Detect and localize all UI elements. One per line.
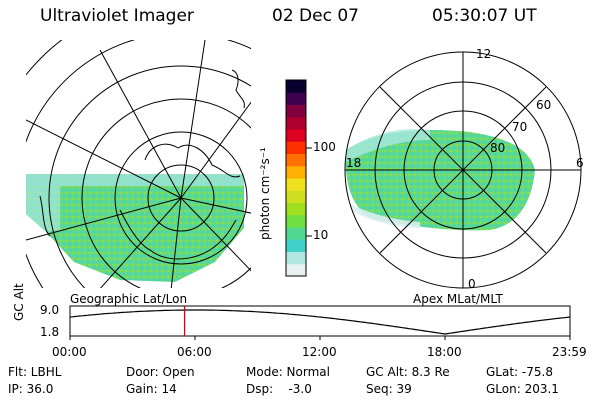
filter-info: Flt: LBHL (8, 365, 62, 379)
colorbar-band (286, 116, 306, 130)
app-title: Ultraviolet Imager (40, 6, 194, 26)
colorbar-tick-10: 10 (313, 228, 329, 242)
colorbar-band (286, 165, 306, 179)
time-tick-4: 23:59 (552, 345, 587, 359)
geo-image (26, 174, 244, 282)
colorbar (286, 80, 306, 277)
timeline-ymin: 1.8 (40, 325, 60, 339)
time-tick-0: 00:00 (52, 345, 87, 359)
gain-info: Gain: 14 (126, 382, 177, 396)
mlt-label-18: 18 (346, 156, 362, 170)
apex-grid (344, 51, 582, 289)
colorbar-unit: photon cm⁻²s⁻¹ (258, 147, 272, 240)
apex-panel-label: Apex MLat/MLT (413, 292, 503, 306)
door-info: Door: Open (126, 365, 195, 379)
colorbar-band (286, 92, 306, 105)
colorbar-band (286, 263, 306, 277)
colorbar-band (286, 80, 306, 93)
mlt-label-6: 6 (576, 156, 584, 170)
glon-info: GLon: 203.1 (486, 382, 559, 396)
colorbar-band (286, 153, 306, 167)
colorbar-band (286, 104, 306, 118)
colorbar-band (286, 214, 306, 228)
mlt-label-0: 0 (468, 277, 476, 291)
colorbar-tick-100: 100 (313, 140, 336, 154)
apex-image (345, 129, 535, 231)
time-label: 05:30:07 UT (432, 6, 537, 26)
colorbar-band (286, 251, 306, 265)
colorbar-band (286, 202, 306, 216)
mode-info: Mode: Normal (246, 365, 330, 379)
ip-info: IP: 36.0 (8, 382, 54, 396)
dsp-info: Dsp: -3.0 (246, 382, 312, 396)
colorbar-band (286, 129, 306, 142)
mlt-label-12: 12 (476, 47, 492, 61)
time-tick-3: 18:00 (427, 345, 462, 359)
geo-panel-label: Geographic Lat/Lon (70, 292, 188, 306)
colorbar-band (286, 190, 306, 203)
date-label: 02 Dec 07 (272, 6, 359, 26)
colorbar-band (286, 178, 306, 191)
geo-grid (26, 40, 251, 288)
time-tick-2: 12:00 (302, 345, 337, 359)
lat-label-60: 60 (536, 98, 552, 112)
time-tick-1: 06:00 (177, 345, 212, 359)
timeline-ymax: 9.0 (40, 303, 60, 317)
timeline-axis-label: GC Alt (12, 283, 26, 321)
gcalt-info: GC Alt: 8.3 Re (366, 365, 450, 379)
colorbar-band (286, 227, 306, 240)
glat-info: GLat: -75.8 (486, 365, 553, 379)
seq-info: Seq: 39 (366, 382, 412, 396)
altitude-curve (69, 309, 571, 335)
timeline-frame (69, 305, 571, 337)
lat-label-70: 70 (512, 120, 528, 134)
lat-label-80: 80 (490, 141, 506, 155)
colorbar-band (286, 239, 306, 252)
colorbar-band (286, 141, 306, 154)
